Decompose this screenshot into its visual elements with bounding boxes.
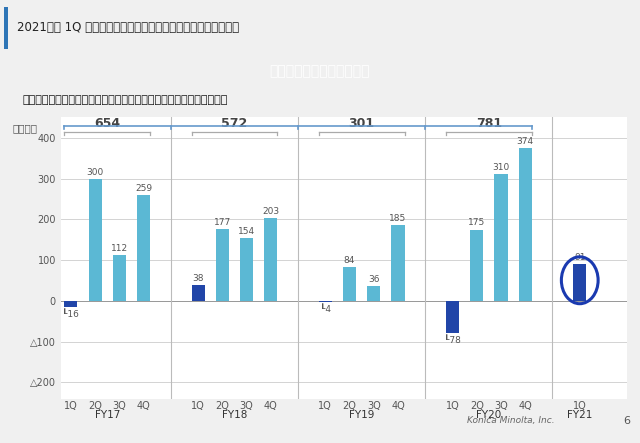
Bar	[392, 225, 404, 301]
Text: FY19: FY19	[349, 410, 374, 420]
Text: 177: 177	[214, 218, 231, 227]
Text: 84: 84	[344, 256, 355, 264]
Text: FY18: FY18	[222, 410, 247, 420]
Bar	[191, 285, 205, 301]
Bar	[470, 229, 483, 301]
Text: FY17: FY17	[95, 410, 120, 420]
Text: 374: 374	[516, 137, 534, 146]
Bar	[65, 301, 77, 307]
Text: FY21: FY21	[567, 410, 593, 420]
Bar	[446, 301, 459, 333]
Text: 6: 6	[623, 416, 630, 426]
Bar	[264, 218, 277, 301]
Text: 654: 654	[94, 117, 120, 130]
Text: ┖16: ┖16	[63, 310, 79, 319]
Bar	[88, 179, 102, 301]
Text: 棚卸資産の削減が寤与し、１Ｑとしては高水準な営業ＣＦ黒字を確保: 棚卸資産の削減が寤与し、１Ｑとしては高水準な営業ＣＦ黒字を確保	[22, 95, 228, 105]
Text: 2021年度 1Q 業績｜営業キャッシュフローの四半期・通期推移: 2021年度 1Q 業績｜営業キャッシュフローの四半期・通期推移	[17, 21, 239, 34]
Text: FY20: FY20	[476, 410, 502, 420]
Text: 112: 112	[111, 244, 128, 253]
Bar	[137, 195, 150, 301]
Text: 営業キャッシュフロー推移: 営業キャッシュフロー推移	[269, 64, 371, 78]
Bar	[216, 229, 229, 301]
Text: 300: 300	[86, 167, 104, 176]
Text: 175: 175	[468, 218, 485, 227]
Text: 『億円』: 『億円』	[13, 123, 38, 133]
Bar	[573, 264, 586, 301]
Text: ┖78: ┖78	[444, 335, 461, 345]
Text: 36: 36	[368, 275, 380, 284]
Bar	[367, 286, 380, 301]
Bar	[518, 148, 532, 301]
Bar	[4, 7, 8, 49]
Text: 185: 185	[389, 214, 406, 223]
Text: 781: 781	[476, 117, 502, 130]
Bar	[240, 238, 253, 301]
Text: 91: 91	[574, 253, 586, 262]
Bar	[343, 267, 356, 301]
Text: Konica Minolta, Inc.: Konica Minolta, Inc.	[467, 416, 555, 425]
Text: 259: 259	[135, 184, 152, 193]
Text: 301: 301	[349, 117, 375, 130]
Text: 38: 38	[193, 274, 204, 284]
Bar	[495, 175, 508, 301]
Bar	[113, 255, 126, 301]
Text: 310: 310	[492, 163, 509, 172]
Bar	[319, 301, 332, 303]
Text: 203: 203	[262, 207, 280, 216]
Text: ┖4: ┖4	[320, 305, 331, 315]
Text: 572: 572	[221, 117, 248, 130]
Text: 154: 154	[238, 227, 255, 236]
